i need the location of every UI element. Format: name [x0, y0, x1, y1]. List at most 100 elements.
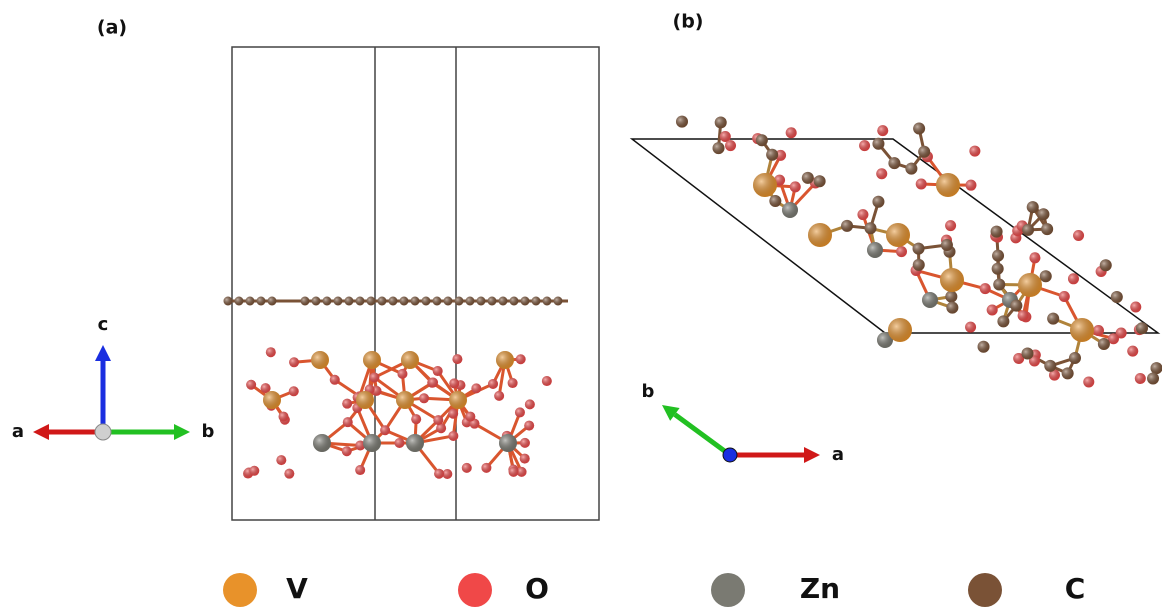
- axis-origin: [723, 448, 737, 462]
- atom-shade: [886, 223, 910, 247]
- atom-shade: [263, 391, 281, 409]
- atom-shade: [945, 291, 957, 303]
- axis-arrowhead: [174, 424, 190, 440]
- atom-shade: [782, 202, 798, 218]
- atom-shade: [1136, 322, 1148, 334]
- atom-shade: [330, 375, 340, 385]
- legend-label: O: [525, 572, 549, 605]
- atom-shade: [1010, 300, 1022, 312]
- atom-shade: [257, 297, 266, 306]
- atom-shade: [520, 438, 530, 448]
- atom-shade: [378, 297, 387, 306]
- atom-shade: [715, 116, 727, 128]
- atom-shade: [753, 173, 777, 197]
- atom-shade: [922, 292, 938, 308]
- atom-shade: [542, 376, 552, 386]
- panel-label: (a): [97, 17, 127, 39]
- axis-label: c: [98, 314, 109, 335]
- axis-label: a: [832, 444, 844, 465]
- atom-shade: [1022, 224, 1034, 236]
- atom-shade: [289, 357, 299, 367]
- atom-shade: [356, 297, 365, 306]
- atom-shade: [510, 297, 519, 306]
- atom-shade: [246, 297, 255, 306]
- atom-shade: [872, 138, 884, 150]
- atom-shade: [1147, 372, 1159, 384]
- atom-shade: [992, 250, 1004, 262]
- atom-shade: [913, 259, 925, 271]
- atom-shade: [1062, 367, 1074, 379]
- atom-shade: [896, 246, 907, 257]
- atom-shade: [313, 434, 331, 452]
- atom-shade: [356, 391, 374, 409]
- legend-swatch: [968, 573, 1002, 607]
- atom-shade: [455, 297, 464, 306]
- atom-shade: [1073, 230, 1084, 241]
- atom-shade: [841, 220, 853, 232]
- atom-shade: [1093, 325, 1104, 336]
- atom-shade: [1018, 310, 1029, 321]
- atom-shade: [888, 318, 912, 342]
- atom-shade: [411, 414, 421, 424]
- atom-shade: [515, 407, 525, 417]
- atom-shade: [516, 354, 526, 364]
- atom-shade: [991, 226, 1003, 238]
- legend-label: Zn: [800, 572, 840, 605]
- atom-shade: [481, 463, 491, 473]
- axis-arrow: [675, 414, 730, 455]
- atom-shade: [301, 297, 310, 306]
- legend-swatch: [711, 573, 745, 607]
- atom-shade: [369, 372, 379, 382]
- atom-shade: [448, 409, 458, 419]
- atom-shade: [532, 297, 541, 306]
- atom-shade: [289, 386, 299, 396]
- atom-shade: [945, 220, 956, 231]
- axis-arrowhead: [95, 345, 111, 361]
- atom-shade: [676, 116, 688, 128]
- atom-shade: [249, 466, 259, 476]
- atom-shade: [867, 242, 883, 258]
- atom-shade: [449, 378, 459, 388]
- atom-shade: [790, 181, 801, 192]
- atom-shade: [246, 380, 256, 390]
- atom-shade: [802, 172, 814, 184]
- atom-shade: [268, 297, 277, 306]
- atom-shade: [1029, 252, 1040, 263]
- atom-shade: [1069, 352, 1081, 364]
- atom-shade: [433, 415, 443, 425]
- atom-shade: [433, 297, 442, 306]
- atom-shade: [918, 146, 930, 158]
- atom-shade: [1127, 346, 1138, 357]
- atom-shade: [448, 431, 458, 441]
- atom-shade: [452, 354, 462, 364]
- atom-shade: [465, 412, 475, 422]
- atom-shade: [499, 297, 508, 306]
- atom-shade: [965, 180, 976, 191]
- atom-shade: [477, 297, 486, 306]
- legend-label: C: [1065, 572, 1086, 605]
- atom-shade: [312, 297, 321, 306]
- atom-shade: [865, 222, 877, 234]
- atom-shade: [524, 421, 534, 431]
- atom-shade: [1037, 208, 1049, 220]
- atom-shade: [367, 297, 376, 306]
- atom-shade: [345, 297, 354, 306]
- atom-shade: [554, 297, 563, 306]
- atom-shade: [342, 399, 352, 409]
- atom-shade: [462, 463, 472, 473]
- atom-shade: [494, 391, 504, 401]
- panel-label: (b): [673, 11, 704, 33]
- atom-shade: [355, 465, 365, 475]
- atom-shade: [916, 178, 927, 189]
- axis-label: b: [202, 421, 215, 442]
- atom-shade: [499, 434, 517, 452]
- atom-shade: [1018, 273, 1042, 297]
- atom-shade: [363, 434, 381, 452]
- atom-shade: [520, 454, 530, 464]
- atom-shade: [1070, 318, 1094, 342]
- atom-shade: [323, 297, 332, 306]
- atom-shade: [276, 455, 286, 465]
- figure: (a) (b) cabba VOZnC: [0, 0, 1162, 609]
- atom-shade: [496, 351, 514, 369]
- atom-shade: [284, 469, 294, 479]
